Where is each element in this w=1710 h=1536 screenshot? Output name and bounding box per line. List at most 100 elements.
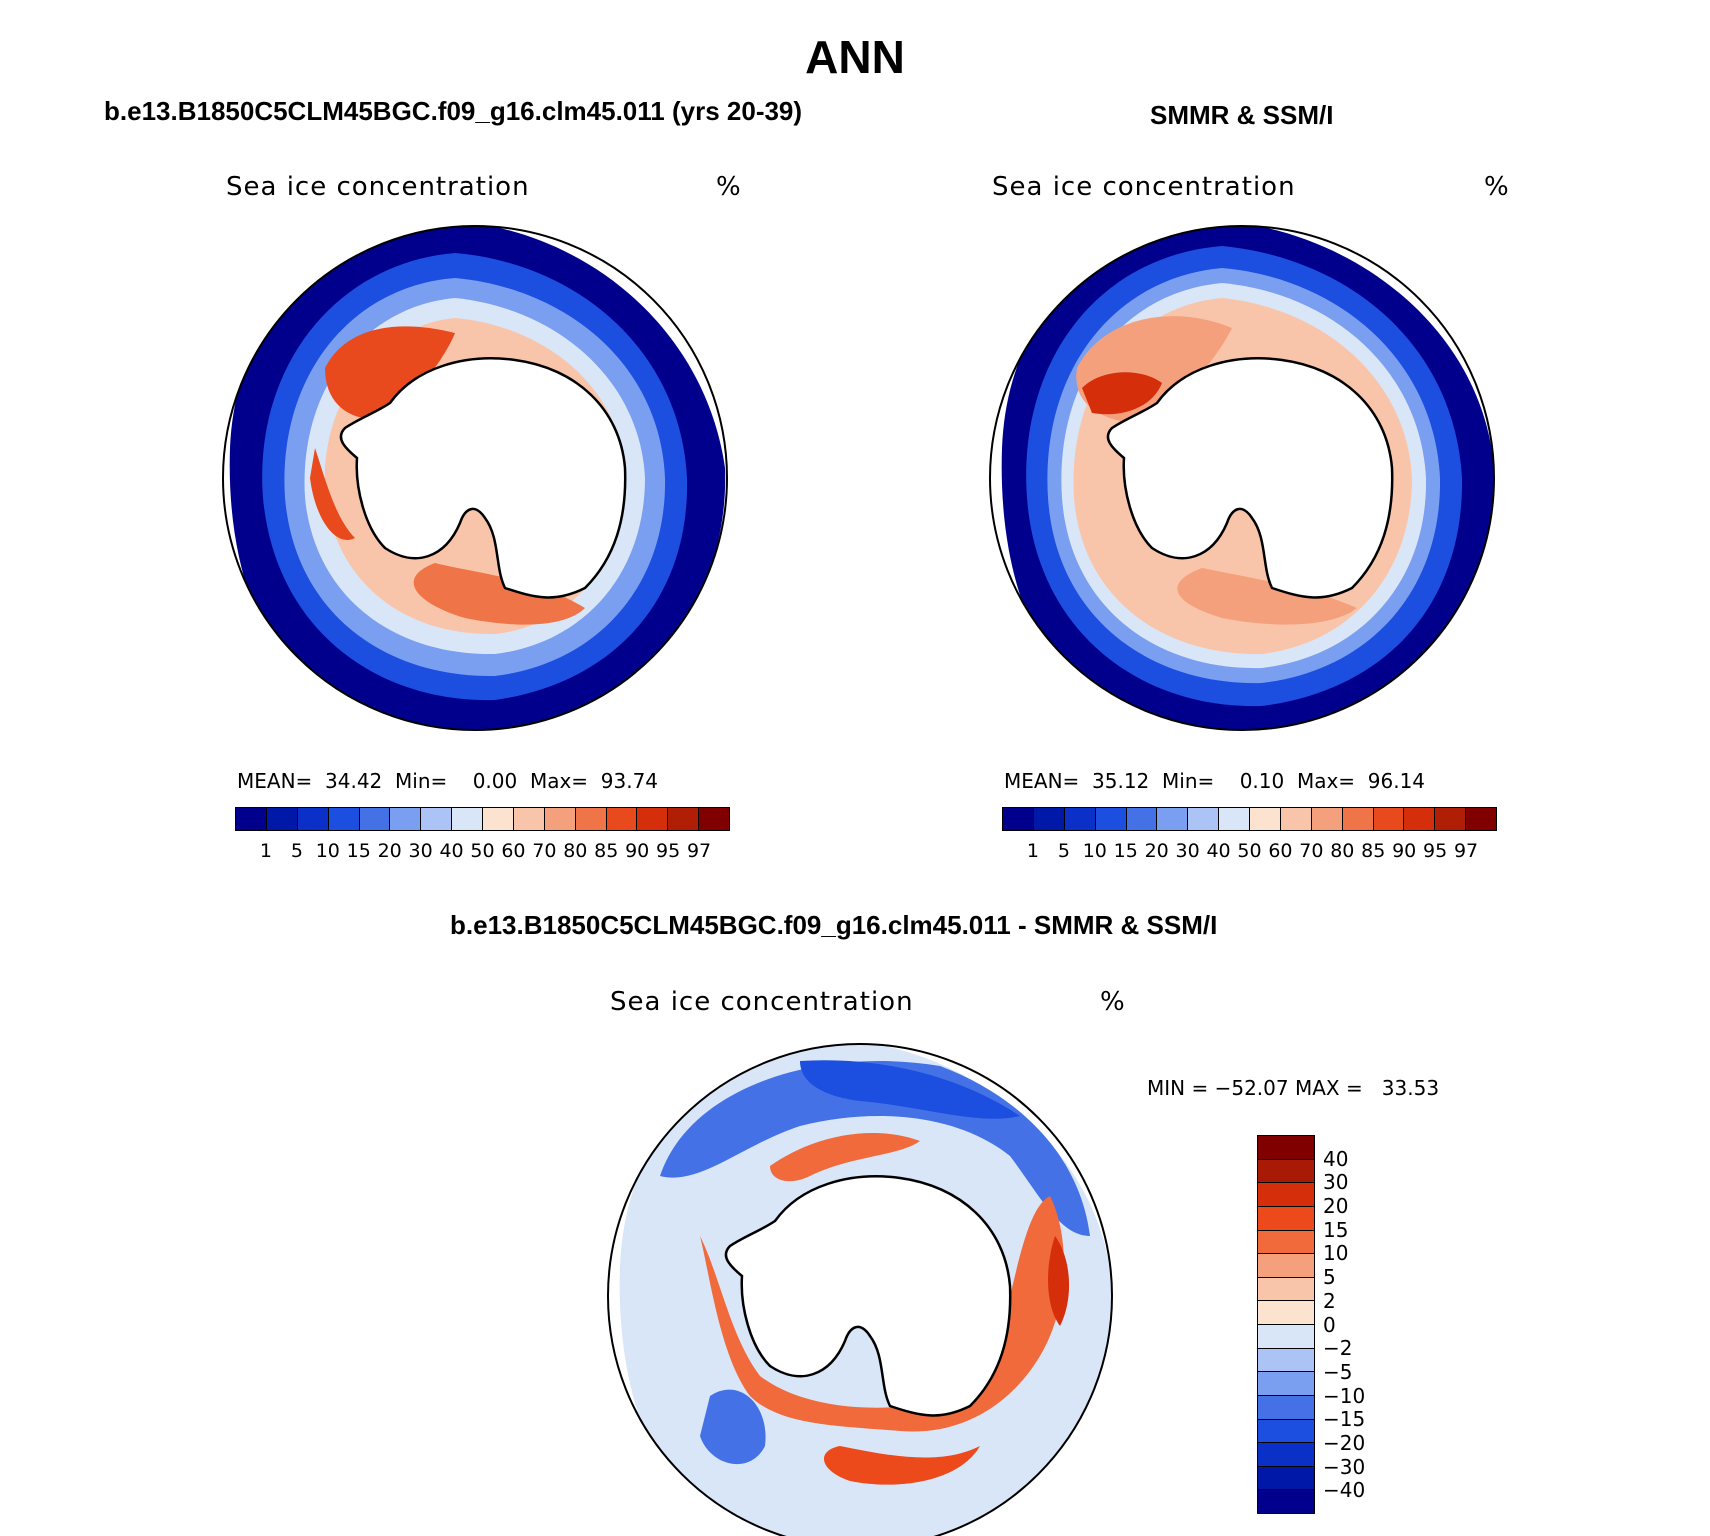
- model-colorbar-swatch: [421, 808, 453, 830]
- model-colorbar-swatch: [452, 808, 483, 830]
- obs-colorbar-tick-label: 85: [1361, 840, 1386, 862]
- model-colorbar-tick-label: 60: [501, 840, 526, 862]
- model-colorbar-tick-label: 90: [625, 840, 650, 862]
- model-mean-value: 34.42: [325, 769, 383, 793]
- diff-positive-east: [1048, 1236, 1070, 1326]
- model-colorbar-tick-label: 95: [656, 840, 681, 862]
- diff-colorbar-swatch: [1258, 1372, 1314, 1396]
- obs-colorbar-swatch: [1064, 808, 1096, 830]
- model-variable-label: Sea ice concentration: [226, 172, 530, 202]
- diff-colorbar-swatch: [1258, 1325, 1314, 1349]
- diff-antarctica: [724, 1175, 1012, 1417]
- model-min-value: 0.00: [472, 769, 518, 793]
- model-colorbar-swatch: [668, 808, 700, 830]
- diff-colorbar-tick-label: 40: [1323, 1146, 1349, 1171]
- model-polar-map: [222, 225, 728, 731]
- diff-polar-map: [607, 1043, 1113, 1536]
- model-colorbar-swatch: [297, 808, 329, 830]
- main-title: ANN: [805, 31, 905, 83]
- obs-colorbar-swatch: [1157, 808, 1189, 830]
- diff-colorbar-swatch: [1258, 1419, 1314, 1444]
- model-max-label: Max=: [529, 769, 589, 793]
- diff-colorbar-tick-label: 10: [1323, 1241, 1349, 1266]
- diff-colorbar-tick-label: −5: [1323, 1359, 1353, 1384]
- model-colorbar-swatch: [266, 808, 298, 830]
- obs-colorbar-swatch: [1404, 808, 1436, 830]
- obs-stats: MEAN= 35.12 Min= 0.10 Max= 96.14: [1004, 769, 1425, 793]
- obs-colorbar-tick-label: 10: [1082, 840, 1107, 862]
- obs-panel-title: SMMR & SSM/I: [1150, 100, 1334, 130]
- model-min-label: Min=: [395, 769, 448, 793]
- diff-colorbar-swatch: [1258, 1395, 1314, 1420]
- model-colorbar-swatch: [606, 808, 638, 830]
- diff-negative-west: [700, 1389, 766, 1465]
- model-colorbar-swatch: [699, 808, 729, 830]
- obs-colorbar-tick-label: 80: [1330, 840, 1355, 862]
- diff-colorbar-swatch: [1258, 1301, 1314, 1325]
- obs-colorbar-tick-label: 90: [1392, 840, 1417, 862]
- diff-colorbar-swatch: [1258, 1206, 1314, 1231]
- obs-max-label: Max=: [1296, 769, 1356, 793]
- diff-colorbar-tick-label: −30: [1323, 1454, 1366, 1479]
- model-colorbar-tick-label: 30: [408, 840, 433, 862]
- obs-antarctica: [1106, 357, 1394, 599]
- obs-colorbar-swatch: [1219, 808, 1250, 830]
- obs-colorbar-tick-label: 70: [1299, 840, 1324, 862]
- model-colorbar-swatch: [328, 808, 360, 830]
- diff-colorbar-swatch: [1258, 1254, 1314, 1278]
- obs-variable-label: Sea ice concentration: [992, 172, 1296, 202]
- model-colorbar-tick-label: 1: [259, 840, 272, 862]
- model-colorbar-swatch: [544, 808, 576, 830]
- diff-colorbar-swatch: [1258, 1230, 1314, 1255]
- obs-colorbar-tick-label: 97: [1453, 840, 1479, 862]
- model-units-label: %: [716, 172, 742, 202]
- obs-min-value: 0.10: [1239, 769, 1285, 793]
- model-colorbar-tick-label: 50: [470, 840, 495, 862]
- model-panel-title: b.e13.B1850C5CLM45BGC.f09_g16.clm45.011 …: [104, 96, 803, 126]
- diff-colorbar-tick-label: −15: [1323, 1407, 1366, 1432]
- obs-colorbar-tick-label: 95: [1423, 840, 1448, 862]
- model-colorbar-swatch: [483, 808, 514, 830]
- diff-colorbar-swatch: [1258, 1348, 1314, 1373]
- model-antarctica: [339, 357, 627, 599]
- model-colorbar-tick-label: 70: [532, 840, 557, 862]
- model-stats: MEAN= 34.42 Min= 0.00 Max= 93.74: [237, 769, 658, 793]
- diff-colorbar-tick-label: 2: [1323, 1288, 1336, 1313]
- model-colorbar-swatch: [236, 808, 267, 830]
- diff-stats: MIN = −52.07 MAX = 33.53: [1147, 1076, 1440, 1100]
- diff-colorbar-tick-label: −40: [1323, 1478, 1366, 1503]
- diff-colorbar-tick-label: 5: [1323, 1265, 1336, 1290]
- model-colorbar-tick-label: 5: [290, 840, 303, 862]
- model-colorbar-swatch: [575, 808, 607, 830]
- obs-polar-map: [989, 225, 1495, 731]
- diff-colorbar-swatch: [1258, 1466, 1314, 1491]
- obs-colorbar-tick-label: 50: [1237, 840, 1262, 862]
- diff-colorbar-swatch: [1258, 1277, 1314, 1302]
- obs-mean-label: MEAN=: [1004, 769, 1080, 793]
- obs-colorbar-tick-label: 5: [1057, 840, 1070, 862]
- diff-colorbar-tick-label: 15: [1323, 1217, 1349, 1242]
- model-colorbar-tick-label: 10: [315, 840, 340, 862]
- model-colorbar-tick-label: 97: [686, 840, 712, 862]
- model-max-value: 93.74: [600, 769, 659, 793]
- obs-colorbar-swatch: [1095, 808, 1127, 830]
- diff-colorbar-swatch: [1258, 1490, 1314, 1513]
- diff-colorbar: [1257, 1135, 1315, 1514]
- obs-colorbar-swatch: [1033, 808, 1065, 830]
- diff-units-label: %: [1100, 987, 1126, 1017]
- model-colorbar: [235, 807, 730, 831]
- diff-colorbar-swatch: [1258, 1136, 1314, 1160]
- diff-variable-label: Sea ice concentration: [610, 987, 914, 1017]
- obs-colorbar-tick-label: 20: [1144, 840, 1169, 862]
- diff-colorbar-swatch: [1258, 1183, 1314, 1207]
- diff-colorbar-swatch: [1258, 1159, 1314, 1184]
- diff-colorbar-tick-label: 20: [1323, 1194, 1349, 1219]
- model-colorbar-tick-label: 85: [594, 840, 619, 862]
- model-amundsen-high: [310, 448, 355, 540]
- obs-colorbar-tick-label: 15: [1113, 840, 1138, 862]
- obs-colorbar: [1002, 807, 1497, 831]
- obs-colorbar-tick-label: 60: [1268, 840, 1293, 862]
- obs-colorbar-swatch: [1126, 808, 1158, 830]
- model-colorbar-tick-label: 15: [346, 840, 371, 862]
- obs-colorbar-tick-label: 40: [1206, 840, 1231, 862]
